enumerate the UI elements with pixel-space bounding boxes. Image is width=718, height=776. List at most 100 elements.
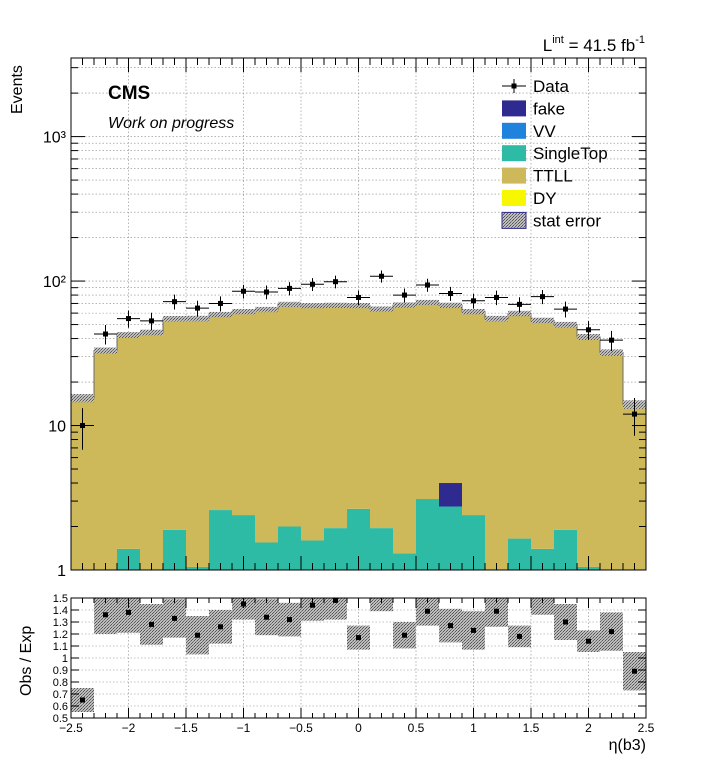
ratio-point — [563, 619, 568, 625]
bar-ttll — [186, 318, 209, 567]
stat-error-bin — [439, 302, 462, 308]
ratio-y-tick-label: 0.5 — [53, 713, 68, 725]
legend-swatch — [502, 167, 526, 184]
bar-ttll — [117, 334, 140, 549]
stat-error-bin — [186, 315, 209, 322]
legend-label: TTLL — [533, 167, 573, 186]
data-point — [241, 288, 246, 294]
bar-singletop — [531, 548, 554, 570]
ratio-y-tick-label: 1.5 — [53, 593, 68, 605]
stat-error-bin — [416, 299, 439, 306]
stat-error-bin — [255, 306, 278, 313]
ratio-y-tick-label: 0.8 — [53, 677, 68, 689]
bar-ttll — [600, 352, 623, 570]
bar-singletop — [301, 540, 324, 570]
x-axis-label: η(b3) — [609, 737, 646, 754]
bar-ttll — [301, 305, 324, 541]
ratio-band-bin — [301, 598, 324, 621]
ratio-point — [402, 632, 407, 638]
x-tick-label: 0 — [355, 721, 362, 735]
ratio-point — [149, 621, 154, 627]
ratio-point — [287, 617, 292, 623]
cms-sublabel: Work on progress — [108, 115, 234, 132]
legend-swatch — [502, 100, 526, 117]
legend-label: VV — [533, 122, 556, 141]
legend-label: fake — [533, 99, 565, 118]
data-point — [356, 294, 361, 300]
data-point — [563, 306, 568, 312]
stat-error-bin — [600, 349, 623, 356]
y-tick-label: 10² — [43, 274, 67, 291]
data-point — [609, 337, 614, 343]
data-point — [310, 281, 315, 287]
legend-swatch — [502, 190, 526, 206]
ratio-point — [609, 629, 614, 635]
data-point — [172, 299, 177, 305]
stat-error-bin — [393, 302, 416, 308]
legend-item-ttll: TTLL — [502, 167, 573, 186]
bar-singletop — [232, 515, 255, 570]
ratio-y-tick-label: 1 — [62, 653, 68, 665]
bar-singletop — [393, 553, 416, 570]
stat-error-bin — [508, 310, 531, 317]
bar-ttll — [370, 309, 393, 529]
ratio-band-bin — [531, 598, 554, 615]
data-point — [448, 291, 453, 297]
bar-ttll — [278, 304, 301, 527]
legend-item-data: Data — [502, 77, 569, 96]
stat-error-bin — [117, 331, 140, 338]
bar-singletop — [163, 529, 186, 570]
y-tick-label: 10 — [48, 419, 66, 436]
ratio-y-tick-label: 1.4 — [53, 605, 68, 617]
ratio-point — [494, 608, 499, 614]
data-point — [149, 318, 154, 324]
data-point — [494, 294, 499, 300]
ratio-band-bin — [324, 598, 347, 620]
data-point — [632, 411, 637, 417]
ratio-band-bin — [117, 598, 140, 633]
legend-item-dy: DY — [502, 189, 557, 208]
legend: Data fake VV SingleTop TTLL DY stat error — [501, 77, 608, 230]
ratio-point — [632, 668, 637, 674]
x-tick-label: 1 — [470, 721, 477, 735]
ratio-point — [195, 632, 200, 638]
bar-fake — [439, 483, 462, 507]
stat-error-bin — [140, 329, 163, 336]
ratio-point — [264, 614, 269, 620]
stat-error-bin — [232, 309, 255, 315]
stat-error-bin — [209, 311, 232, 318]
ratio-y-tick-label: 1.1 — [53, 641, 68, 653]
data-point — [103, 331, 108, 337]
bar-ttll — [324, 305, 347, 529]
stat-error-bin — [370, 306, 393, 312]
x-tick-label: 0.5 — [408, 721, 425, 735]
bar-ttll — [416, 302, 439, 500]
legend-label: stat error — [533, 211, 601, 230]
bar-singletop — [462, 515, 485, 570]
y-tick-label: 1 — [57, 563, 66, 580]
ratio-point — [218, 624, 223, 630]
stat-error-bin — [163, 315, 186, 322]
ratio-y-tick-label: 0.7 — [53, 689, 68, 701]
ratio-point — [310, 602, 315, 608]
bar-singletop — [209, 510, 232, 570]
ratio-y-tick-label: 0.9 — [53, 665, 68, 677]
data-point — [402, 292, 407, 298]
bar-singletop — [439, 506, 462, 570]
bar-singletop — [508, 538, 531, 570]
ratio-point — [471, 627, 476, 633]
data-point — [425, 282, 430, 288]
data-point — [586, 327, 591, 333]
data-point — [471, 298, 476, 304]
data-point — [264, 289, 269, 295]
bar-ttll — [393, 304, 416, 554]
bar-singletop — [554, 529, 577, 570]
legend-item-fake: fake — [502, 99, 565, 118]
data-point — [126, 316, 131, 322]
bar-ttll — [462, 311, 485, 516]
y-tick-label: 10³ — [43, 130, 67, 147]
stat-error-bin — [462, 309, 485, 315]
ratio-point — [517, 633, 522, 639]
ratio-point — [172, 615, 177, 621]
data-point — [540, 294, 545, 300]
